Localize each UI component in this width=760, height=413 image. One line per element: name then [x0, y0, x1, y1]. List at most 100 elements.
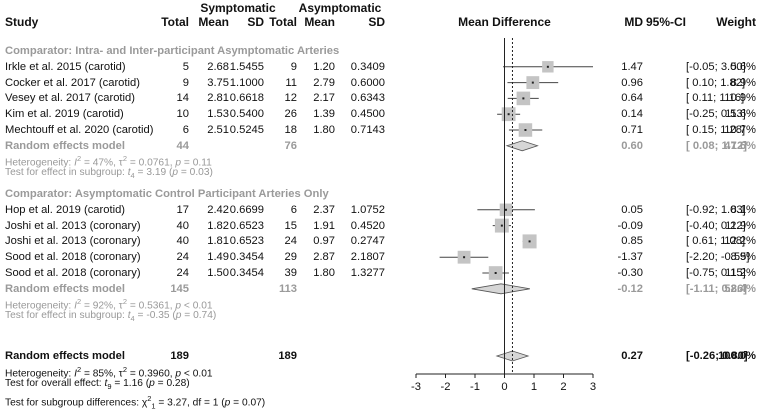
study-mean-sym-2-5: 1.50	[207, 267, 229, 279]
header-asymptomatic: Asymptomatic	[298, 1, 382, 15]
study-mean-sym-1-2: 3.75	[207, 76, 229, 89]
study-name-2-4: Sood et al. 2018 (coronary)	[5, 251, 141, 264]
study-mean-sym-2-3: 1.81	[207, 235, 229, 248]
subgroup-total-asym-1: 76	[284, 139, 297, 152]
study-mean-asym-2-1: 2.37	[313, 203, 335, 216]
x-tick-label-6: 3	[589, 381, 597, 393]
study-total-asym-1-1: 9	[290, 60, 297, 73]
study-sd-asym-1-1: 0.3409	[350, 60, 385, 73]
study-ci-1-1: [-0.05; 3.00]	[686, 60, 746, 73]
study-name-1-5: Mechtouff et al. 2020 (carotid)	[5, 124, 154, 136]
study-mean-sym-2-2: 1.82	[207, 219, 229, 232]
subgroup-heterogeneity-2: Heterogeneity: I2 = 92%, τ2 = 0.5361, p …	[5, 297, 213, 312]
study-total-sym-2-1: 17	[176, 203, 189, 216]
point-estimate-1-2	[531, 81, 534, 84]
subgroup-total-sym-2: 145	[170, 282, 189, 295]
study-sd-sym-1-1: 1.5455	[229, 60, 264, 73]
study-sd-sym-2-5: 0.3454	[229, 267, 264, 279]
subgroup-md-1: 0.60	[621, 139, 643, 152]
study-mean-sym-2-1: 2.42	[207, 203, 229, 216]
study-total-sym-2-3: 40	[176, 235, 189, 248]
study-total-sym-1-5: 6	[182, 124, 189, 136]
study-weight-2-1: 8.1%	[730, 203, 757, 216]
subgroup-ci-2: [-1.11; 0.86]	[686, 282, 747, 295]
x-tick-label-3: 0	[501, 381, 508, 393]
study-sd-sym-1-3: 0.6618	[229, 92, 264, 105]
study-total-sym-1-3: 14	[176, 92, 189, 105]
study-md-1-2: 0.96	[621, 76, 643, 89]
subgroup-diamond-1	[505, 140, 539, 152]
study-mean-sym-1-1: 2.68	[207, 60, 229, 73]
study-name-2-1: Hop et al. 2019 (carotid)	[5, 203, 126, 216]
study-sd-sym-1-5: 0.5245	[229, 124, 264, 136]
study-total-sym-1-2: 9	[182, 76, 189, 89]
study-ci-1-3: [ 0.11; 1.16]	[686, 92, 745, 105]
study-total-sym-1-4: 10	[176, 108, 189, 121]
study-name-2-3: Joshi et al. 2013 (coronary)	[5, 235, 141, 248]
study-weight-2-4: 8.9%	[730, 251, 757, 264]
study-total-asym-2-2: 15	[284, 219, 297, 232]
study-sd-asym-1-2: 0.6000	[350, 76, 385, 89]
study-name-1-3: Vesey et al. 2017 (carotid)	[5, 92, 135, 105]
study-sd-asym-2-5: 1.3277	[350, 267, 385, 279]
header-total-2: Total	[269, 15, 297, 29]
x-tick-label-2: -1	[470, 381, 480, 393]
study-sd-asym-2-1: 1.0752	[350, 203, 385, 216]
subgroup-test-1: Test for effect in subgroup: t4 = 3.19 (…	[5, 166, 213, 180]
header-study: Study	[5, 15, 39, 29]
study-ci-1-4: [-0.25; 0.53]	[686, 108, 746, 121]
study-sd-asym-2-2: 0.4520	[350, 219, 385, 232]
study-total-asym-1-5: 18	[284, 124, 297, 136]
study-total-asym-1-4: 26	[284, 108, 297, 121]
study-ci-2-3: [ 0.61; 1.08]	[686, 235, 746, 248]
study-sd-sym-2-4: 0.3454	[229, 251, 264, 264]
subgroup-md-2: -0.12	[617, 282, 644, 295]
subgroup-weight-1: 47.6%	[724, 139, 756, 152]
header-sd-2: SD	[368, 15, 385, 29]
study-sd-asym-2-3: 0.2747	[350, 235, 385, 248]
study-md-2-3: 0.85	[621, 235, 643, 248]
overall-heterogeneity: Heterogeneity: I2 = 85%, τ2 = 0.3960, p …	[5, 364, 213, 379]
overall-total-sym: 189	[170, 350, 189, 362]
study-md-2-2: -0.09	[617, 219, 644, 232]
point-estimate-2-4	[463, 256, 466, 259]
study-ci-2-2: [-0.40; 0.22]	[686, 219, 746, 232]
subgroup-diamond-2	[471, 283, 530, 295]
study-weight-1-4: 11.6%	[725, 108, 756, 121]
study-total-asym-2-5: 39	[284, 267, 297, 279]
point-estimate-2-5	[494, 272, 497, 274]
study-total-sym-2-2: 40	[176, 219, 189, 232]
x-tick-label-5: 2	[560, 381, 567, 393]
study-mean-asym-2-3: 0.97	[313, 235, 335, 248]
subgroup-title-2: Comparator: Asymptomatic Control Partici…	[5, 188, 329, 200]
study-sd-asym-1-5: 0.7143	[350, 124, 385, 136]
study-name-2-2: Joshi et al. 2013 (coronary)	[5, 219, 141, 232]
subgroup-heterogeneity-1: Heterogeneity: I2 = 47%, τ2 = 0.0761, p …	[5, 154, 212, 169]
x-tick-label-0: -3	[411, 381, 421, 393]
header-md: MD	[624, 15, 643, 29]
study-mean-sym-1-4: 1.53	[207, 108, 229, 121]
study-ci-2-4: [-2.20; -0.55]	[686, 251, 750, 264]
subgroup-test-2: Test for effect in subgroup: t4 = -0.35 …	[5, 309, 217, 323]
point-estimate-1-4	[507, 113, 510, 116]
overall-total-asym: 189	[278, 350, 297, 362]
header-symptomatic: Symptomatic	[200, 1, 276, 15]
header-mean-difference: Mean Difference	[458, 15, 551, 29]
overall-test: Test for overall effect: t9 = 1.16 (p = …	[5, 378, 190, 392]
x-tick-label-4: 1	[530, 381, 538, 393]
study-mean-sym-1-3: 2.81	[207, 92, 229, 105]
study-mean-sym-2-4: 1.49	[207, 251, 229, 264]
study-md-1-5: 0.71	[621, 124, 643, 136]
subgroup-title-1: Comparator: Intra- and Inter-participant…	[5, 45, 340, 57]
study-name-1-1: Irkle et al. 2015 (carotid)	[5, 60, 126, 73]
study-weight-2-2: 11.9%	[725, 219, 756, 232]
study-total-sym-1-1: 5	[182, 60, 189, 73]
study-weight-1-5: 10.7%	[724, 124, 756, 136]
study-total-asym-2-4: 29	[284, 251, 297, 264]
point-estimate-1-5	[524, 129, 527, 131]
point-estimate-1-1	[546, 65, 549, 68]
study-mean-asym-2-2: 1.91	[313, 219, 335, 232]
study-md-1-4: 0.14	[621, 108, 643, 121]
header-ci: 95%-CI	[645, 15, 686, 29]
study-total-asym-1-2: 11	[285, 76, 297, 89]
